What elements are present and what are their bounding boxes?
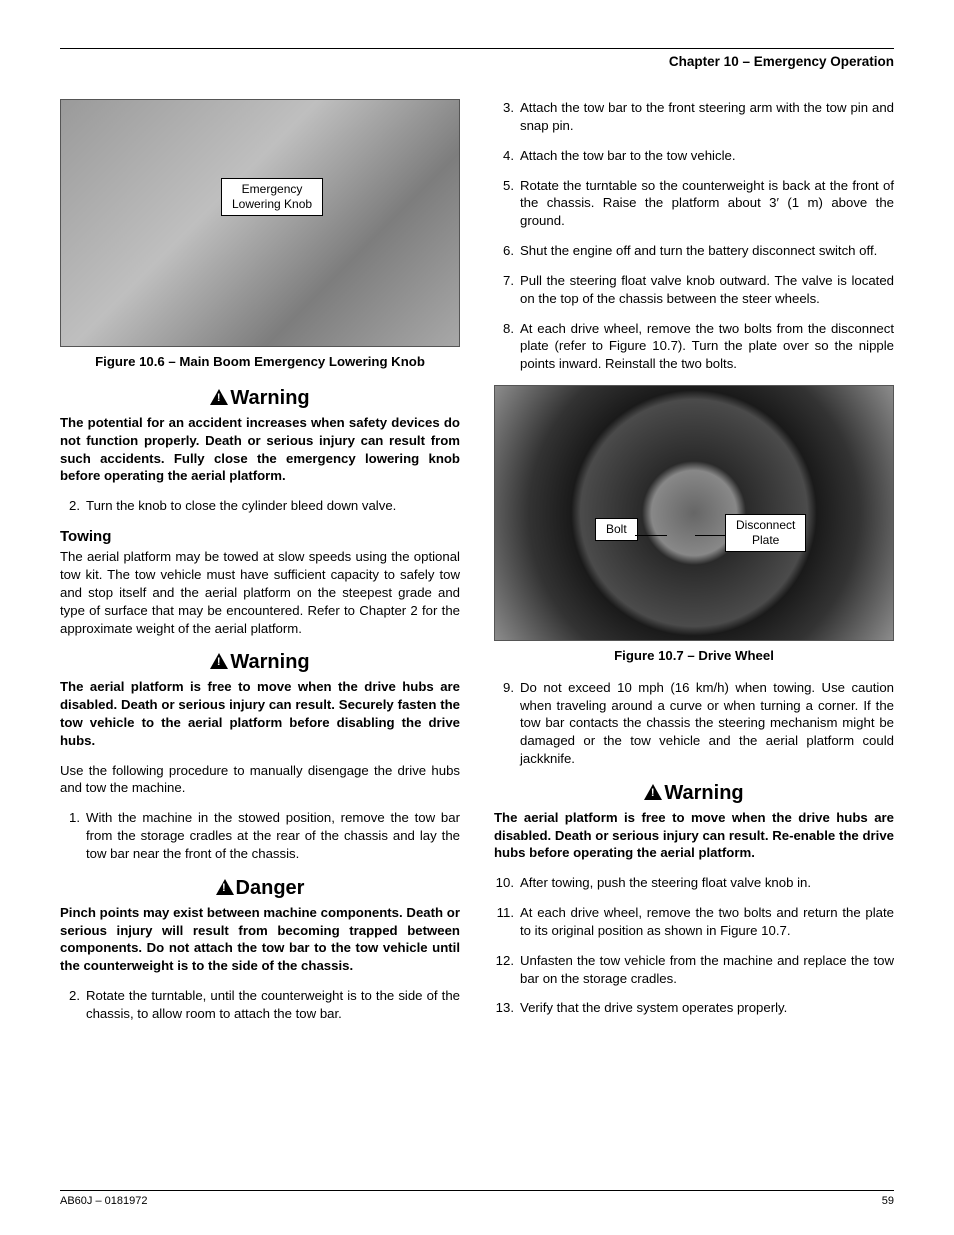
step-text: Rotate the turntable, until the counterw… <box>86 987 460 1023</box>
step-text: At each drive wheel, remove the two bolt… <box>520 904 894 940</box>
danger-heading: Danger <box>60 875 460 902</box>
step-list-b: 1. With the machine in the stowed positi… <box>60 809 460 862</box>
step-text: Pull the steering float valve knob outwa… <box>520 272 894 308</box>
figure-1-caption: Figure 10.6 – Main Boom Emergency Loweri… <box>60 353 460 371</box>
callout-disconnect-plate: Disconnect Plate <box>725 514 806 552</box>
callout-bolt: Bolt <box>595 518 638 541</box>
figure-1-image: Emergency Lowering Knob <box>60 99 460 347</box>
step-number: 1. <box>60 809 86 862</box>
towing-text: The aerial platform may be towed at slow… <box>60 548 460 637</box>
step-list-a: 2. Turn the knob to close the cylinder b… <box>60 497 460 515</box>
warning-1-text: The potential for an accident increases … <box>60 414 460 485</box>
warning-3-heading: Warning <box>494 780 894 807</box>
step-text: Shut the engine off and turn the battery… <box>520 242 894 260</box>
list-item: 10. After towing, push the steering floa… <box>494 874 894 892</box>
step-text: Attach the tow bar to the tow vehicle. <box>520 147 894 165</box>
step-number: 8. <box>494 320 520 373</box>
procedure-intro: Use the following procedure to manually … <box>60 762 460 798</box>
left-column: Emergency Lowering Knob Figure 10.6 – Ma… <box>60 99 460 1034</box>
step-text: Turn the knob to close the cylinder blee… <box>86 497 460 515</box>
step-list-f: 10. After towing, push the steering floa… <box>494 874 894 1017</box>
list-item: 7. Pull the steering float valve knob ou… <box>494 272 894 308</box>
warning-1-label: Warning <box>230 387 309 409</box>
step-text: Unfasten the tow vehicle from the machin… <box>520 952 894 988</box>
step-text: Rotate the turntable so the counterweigh… <box>520 177 894 230</box>
danger-text: Pinch points may exist between machine c… <box>60 904 460 975</box>
callout-emergency-knob: Emergency Lowering Knob <box>221 178 323 216</box>
callout-line <box>635 535 667 536</box>
chapter-header: Chapter 10 – Emergency Operation <box>60 53 894 71</box>
step-number: 7. <box>494 272 520 308</box>
list-item: 4. Attach the tow bar to the tow vehicle… <box>494 147 894 165</box>
step-number: 11. <box>494 904 520 940</box>
list-item: 5. Rotate the turntable so the counterwe… <box>494 177 894 230</box>
step-list-e: 9. Do not exceed 10 mph (16 km/h) when t… <box>494 679 894 768</box>
step-text: At each drive wheel, remove the two bolt… <box>520 320 894 373</box>
page-footer: AB60J – 0181972 59 <box>60 1190 894 1209</box>
step-number: 10. <box>494 874 520 892</box>
footer-rule <box>60 1190 894 1191</box>
step-number: 12. <box>494 952 520 988</box>
list-item: 8. At each drive wheel, remove the two b… <box>494 320 894 373</box>
step-text: Do not exceed 10 mph (16 km/h) when towi… <box>520 679 894 768</box>
warning-icon <box>210 653 228 669</box>
step-number: 2. <box>60 497 86 515</box>
step-list-d: 3. Attach the tow bar to the front steer… <box>494 99 894 373</box>
list-item: 2. Turn the knob to close the cylinder b… <box>60 497 460 515</box>
step-text: Attach the tow bar to the front steering… <box>520 99 894 135</box>
step-number: 9. <box>494 679 520 768</box>
warning-2-label: Warning <box>230 651 309 673</box>
list-item: 13. Verify that the drive system operate… <box>494 999 894 1017</box>
header-rule <box>60 48 894 49</box>
step-number: 6. <box>494 242 520 260</box>
step-text: Verify that the drive system operates pr… <box>520 999 894 1017</box>
figure-1: Emergency Lowering Knob Figure 10.6 – Ma… <box>60 99 460 371</box>
step-text: After towing, push the steering float va… <box>520 874 894 892</box>
warning-2-heading: Warning <box>60 649 460 676</box>
step-number: 2. <box>60 987 86 1023</box>
list-item: 1. With the machine in the stowed positi… <box>60 809 460 862</box>
warning-2-text: The aerial platform is free to move when… <box>60 678 460 749</box>
list-item: 11. At each drive wheel, remove the two … <box>494 904 894 940</box>
callout-line <box>695 535 725 536</box>
list-item: 12. Unfasten the tow vehicle from the ma… <box>494 952 894 988</box>
figure-2-caption: Figure 10.7 – Drive Wheel <box>494 647 894 665</box>
step-list-c: 2. Rotate the turntable, until the count… <box>60 987 460 1023</box>
list-item: 2. Rotate the turntable, until the count… <box>60 987 460 1023</box>
right-column: 3. Attach the tow bar to the front steer… <box>494 99 894 1034</box>
step-number: 13. <box>494 999 520 1017</box>
list-item: 6. Shut the engine off and turn the batt… <box>494 242 894 260</box>
figure-2: Bolt Disconnect Plate Figure 10.7 – Driv… <box>494 385 894 665</box>
step-number: 4. <box>494 147 520 165</box>
danger-label: Danger <box>236 877 305 899</box>
footer-doc-id: AB60J – 0181972 <box>60 1194 147 1209</box>
list-item: 3. Attach the tow bar to the front steer… <box>494 99 894 135</box>
step-number: 3. <box>494 99 520 135</box>
list-item: 9. Do not exceed 10 mph (16 km/h) when t… <box>494 679 894 768</box>
towing-heading: Towing <box>60 527 460 547</box>
step-text: With the machine in the stowed position,… <box>86 809 460 862</box>
footer-page-number: 59 <box>882 1194 894 1209</box>
warning-3-label: Warning <box>664 782 743 804</box>
warning-icon <box>210 389 228 405</box>
step-number: 5. <box>494 177 520 230</box>
figure-2-image: Bolt Disconnect Plate <box>494 385 894 641</box>
warning-icon <box>644 784 662 800</box>
content-columns: Emergency Lowering Knob Figure 10.6 – Ma… <box>60 99 894 1034</box>
warning-1-heading: Warning <box>60 385 460 412</box>
danger-icon <box>216 879 234 895</box>
warning-3-text: The aerial platform is free to move when… <box>494 809 894 862</box>
